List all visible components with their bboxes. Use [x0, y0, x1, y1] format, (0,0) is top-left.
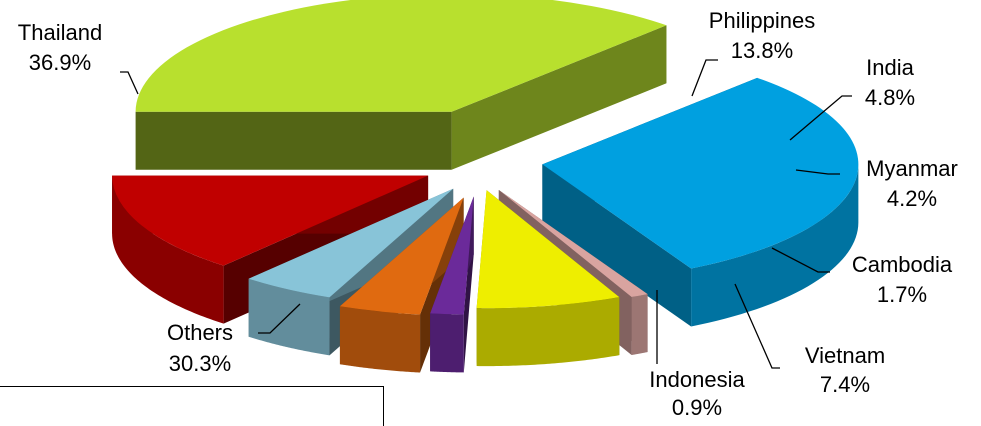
label-thailand-value: 36.9% — [29, 50, 91, 75]
slice-thailand-top — [135, 0, 667, 112]
leader-line-thailand — [120, 71, 139, 95]
slice-vietnam — [476, 190, 620, 367]
label-philippines-name: Philippines — [709, 8, 815, 33]
label-philippines-value: 13.8% — [731, 38, 793, 63]
leader-line-others — [258, 303, 301, 334]
leader-line-cambodia — [771, 247, 830, 273]
slice-cambodia-wall — [430, 313, 464, 373]
pie-slices — [112, 0, 859, 373]
label-myanmar-name: Myanmar — [866, 156, 958, 181]
slice-cambodia — [430, 196, 474, 373]
slice-others-wall — [691, 164, 859, 327]
label-vietnam-name: Vietnam — [805, 343, 885, 368]
slice-others-top — [542, 77, 859, 269]
slice-philippines-top — [112, 175, 429, 266]
slice-labels: Thailand 36.9% Others 30.3% Indonesia 0.… — [18, 8, 958, 420]
label-vietnam-value: 7.4% — [820, 372, 870, 397]
leader-lines — [120, 59, 852, 369]
leader-line-philippines — [691, 59, 718, 97]
label-india-value: 4.8% — [865, 85, 915, 110]
slice-vietnam-wall — [476, 297, 620, 367]
slice-indonesia-wall — [631, 294, 648, 356]
label-cambodia-value: 1.7% — [877, 282, 927, 307]
slice-myanmar-wall — [339, 306, 421, 373]
label-indonesia-value: 0.9% — [672, 395, 722, 420]
slice-philippines-wall — [112, 175, 224, 324]
slice-myanmar-top — [339, 197, 464, 315]
label-others-name: Others — [167, 320, 233, 345]
slice-vietnam-top — [476, 190, 620, 309]
slice-india-wall — [248, 278, 330, 356]
slice-thailand-side-start — [135, 111, 452, 170]
slice-cambodia-top — [430, 196, 474, 315]
leader-line-vietnam — [734, 283, 780, 369]
slice-thailand-side-end — [451, 25, 667, 170]
slice-india-top — [248, 188, 454, 298]
slice-others-side-end — [542, 164, 692, 327]
empty-legend-box — [0, 386, 384, 426]
leader-line-myanmar — [795, 169, 840, 175]
slice-indonesia-top — [498, 189, 648, 298]
label-myanmar-value: 4.2% — [887, 186, 937, 211]
label-others-value: 30.3% — [169, 351, 231, 376]
slice-others — [542, 77, 859, 327]
leader-line-india — [789, 95, 852, 141]
slice-thailand — [135, 0, 667, 170]
label-cambodia-name: Cambodia — [852, 252, 953, 277]
label-india-name: India — [866, 55, 914, 80]
label-indonesia-name: Indonesia — [649, 367, 745, 392]
label-thailand-name: Thailand — [18, 20, 102, 45]
